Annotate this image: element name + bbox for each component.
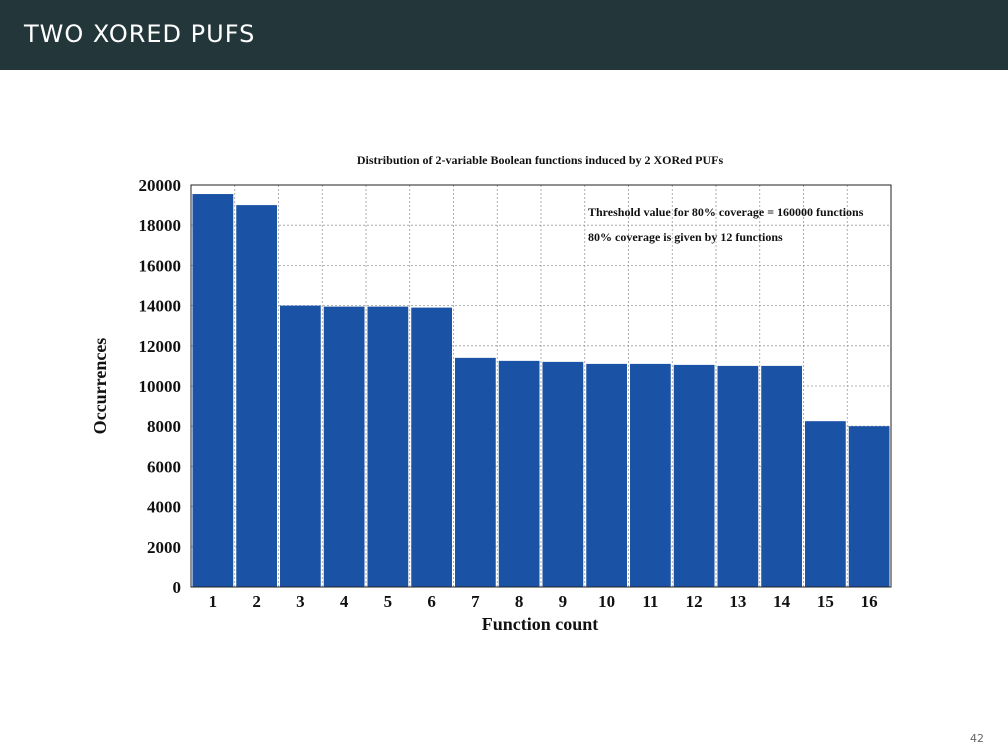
bar-1	[192, 194, 234, 588]
bar-14	[761, 365, 802, 587]
x-tick-label: 8	[515, 592, 524, 611]
y-tick-label: 8000	[147, 417, 181, 436]
bar-15	[805, 421, 846, 587]
bar-10	[586, 363, 627, 587]
y-tick-label: 20000	[139, 176, 182, 195]
y-tick-label: 10000	[139, 377, 182, 396]
x-tick-label: 13	[729, 592, 746, 611]
y-axis-label: Occurrences	[90, 338, 110, 435]
bars	[192, 194, 890, 588]
x-axis-label: Function count	[482, 614, 599, 634]
bar-5	[367, 306, 409, 587]
plot-frame	[190, 184, 892, 588]
x-tick-label: 10	[598, 592, 615, 611]
y-tick-label: 16000	[139, 256, 182, 275]
bar-4	[323, 306, 365, 587]
annotation-threshold: Threshold value for 80% coverage = 16000…	[588, 205, 864, 219]
bar-13	[717, 365, 759, 587]
slide-header: TWO XORED PUFS	[0, 0, 1008, 70]
x-tick-label: 16	[861, 592, 878, 611]
slide-title: TWO XORED PUFS	[24, 20, 256, 48]
bar-12	[673, 364, 715, 587]
bar-7	[455, 357, 496, 587]
y-tick-label: 4000	[147, 498, 181, 517]
bar-16	[848, 426, 890, 587]
x-tick-label: 4	[340, 592, 349, 611]
bar-9	[542, 361, 584, 587]
x-tick-label: 1	[209, 592, 218, 611]
annotation-coverage: 80% coverage is given by 12 functions	[588, 230, 783, 244]
x-tick-label: 11	[642, 592, 658, 611]
y-tick-label: 2000	[147, 538, 181, 557]
x-tick-label: 5	[384, 592, 393, 611]
x-tick-label: 3	[296, 592, 305, 611]
page-number: 42	[970, 732, 984, 745]
y-tick-label: 6000	[147, 457, 181, 476]
y-tick-label: 18000	[139, 216, 182, 235]
y-tick-labels: 0 2000 4000 6000 8000 10000 12000 14000 16000 180…	[139, 176, 182, 597]
chart-title: Distribution of 2-variable Boolean funct…	[357, 153, 724, 167]
y-tick-label: 14000	[139, 297, 182, 316]
x-tick-label: 2	[252, 592, 261, 611]
bar-2	[236, 205, 277, 587]
x-tick-label: 12	[686, 592, 703, 611]
y-tick-label: 12000	[139, 337, 182, 356]
x-tick-label: 14	[773, 592, 791, 611]
x-tick-label: 15	[817, 592, 834, 611]
y-tick-label: 0	[173, 578, 182, 597]
x-tick-label: 9	[559, 592, 568, 611]
bar-8	[498, 360, 540, 587]
x-tick-labels: 1 2 3 4 5 6 7 8 9 10 11 12 13 14 15 16	[209, 592, 878, 611]
x-tick-label: 7	[471, 592, 480, 611]
bar-6	[411, 307, 452, 587]
bar-3	[280, 305, 321, 587]
x-tick-label: 6	[427, 592, 436, 611]
bar-11	[630, 363, 671, 587]
